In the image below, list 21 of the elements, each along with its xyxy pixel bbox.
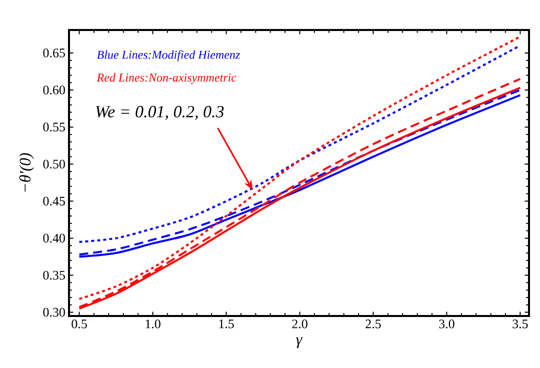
y-tick-label: 0.60 bbox=[43, 86, 65, 94]
annotation: Red Lines:Non-axisymmetric bbox=[96, 73, 236, 84]
y-tick-label: 0.65 bbox=[43, 48, 65, 58]
x-tick-label: 2.5 bbox=[366, 320, 381, 328]
y-tick-label: 0.35 bbox=[43, 270, 65, 280]
x-tick-label: 0.5 bbox=[72, 320, 87, 328]
x-tick-label: 1.0 bbox=[146, 320, 160, 328]
y-tick-label: 0.45 bbox=[43, 196, 65, 206]
annotation: Blue Lines:Modified Hiemenz bbox=[96, 50, 240, 62]
y-tick-label: 0.50 bbox=[43, 160, 65, 169]
x-tick-label: 3.0 bbox=[439, 320, 454, 328]
y-tick-label: 0.55 bbox=[43, 122, 65, 132]
x-tick-label: 2.0 bbox=[292, 320, 308, 328]
y-tick-label: 0.40 bbox=[43, 234, 65, 243]
line-series bbox=[78, 44, 522, 243]
x-tick-label: 3.5 bbox=[512, 320, 528, 328]
y-tick-label: 0.30 bbox=[43, 308, 65, 317]
annotation: We = 0.01, 0.2, 0.3 bbox=[96, 106, 224, 120]
x-axis-title: γ bbox=[296, 337, 302, 348]
x-tick-label: 1.5 bbox=[219, 320, 234, 328]
y-axis-title: −θ′(0) bbox=[19, 153, 34, 192]
